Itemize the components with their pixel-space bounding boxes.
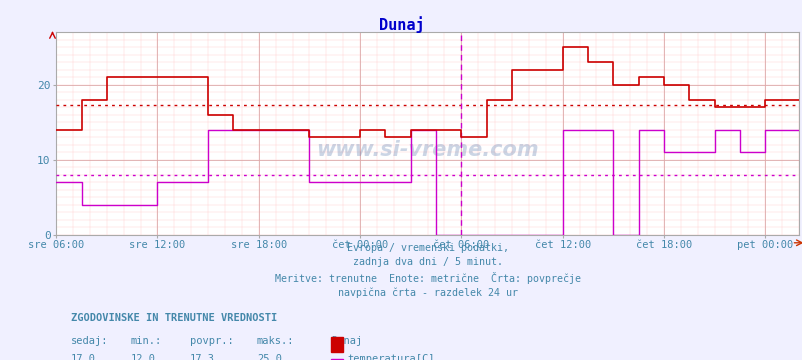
Text: ZGODOVINSKE IN TRENUTNE VREDNOSTI: ZGODOVINSKE IN TRENUTNE VREDNOSTI: [71, 313, 277, 323]
Bar: [330, 359, 342, 360]
Text: 12,0: 12,0: [131, 354, 156, 360]
Text: maks.:: maks.:: [257, 336, 294, 346]
Text: min.:: min.:: [131, 336, 161, 346]
Text: povpr.:: povpr.:: [190, 336, 233, 346]
Bar: [330, 337, 342, 352]
Text: temperatura[C]: temperatura[C]: [347, 354, 435, 360]
Text: www.si-vreme.com: www.si-vreme.com: [316, 140, 538, 160]
Text: sedaj:: sedaj:: [71, 336, 108, 346]
Text: 17,3: 17,3: [190, 354, 215, 360]
Text: 17,0: 17,0: [71, 354, 96, 360]
Text: Dunaj: Dunaj: [330, 336, 362, 346]
Text: 25,0: 25,0: [257, 354, 282, 360]
Text: Dunaj: Dunaj: [379, 16, 423, 33]
Text: Evropa / vremenski podatki,
zadnja dva dni / 5 minut.
Meritve: trenutne  Enote: : Evropa / vremenski podatki, zadnja dva d…: [274, 243, 580, 298]
